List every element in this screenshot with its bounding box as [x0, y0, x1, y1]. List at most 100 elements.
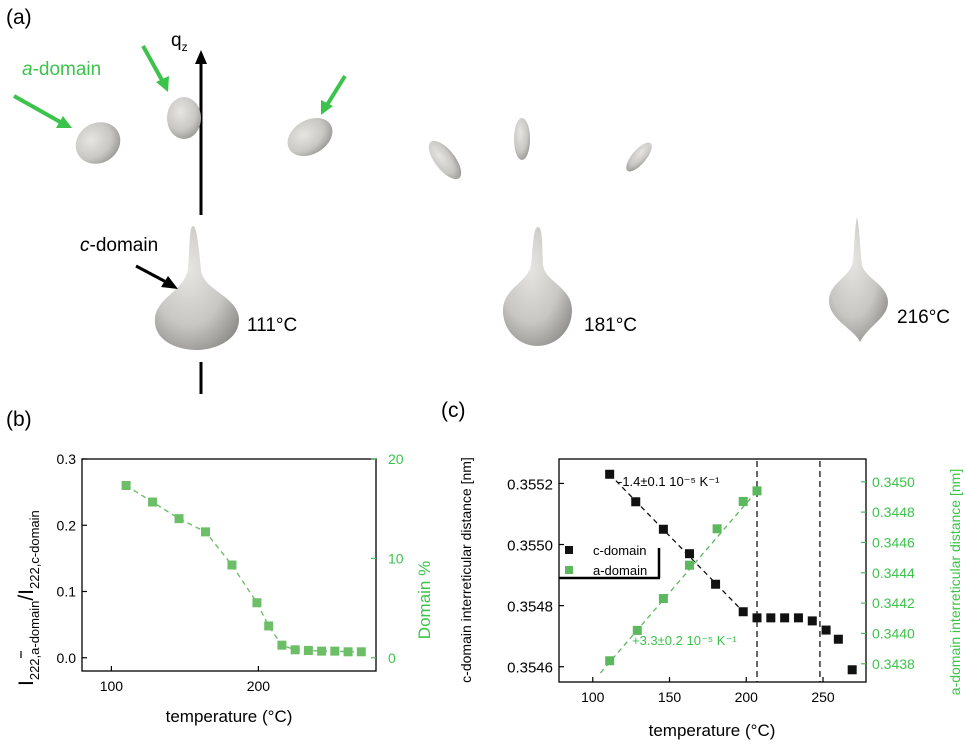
x-tick-label: 150 — [658, 689, 682, 705]
x-tick-label: 100 — [100, 678, 124, 694]
data-point — [317, 646, 327, 656]
c-domain-point — [847, 665, 857, 675]
a-domain-point — [684, 560, 694, 570]
x-tick-label: 100 — [581, 689, 605, 705]
chart-c-vlines — [756, 461, 821, 682]
chart-c-ticks: 100 150 200 250 0.3546 0.3548 0.3550 0.3552 0.34… — [507, 474, 915, 705]
blobs-216 — [828, 217, 888, 342]
c-domain-point — [711, 579, 721, 589]
y-tick-label: 0.3550 — [507, 538, 553, 555]
x-tick-label: 250 — [811, 689, 835, 705]
a-domain-fit — [599, 490, 758, 674]
y-tick-label: 0.3552 — [507, 476, 553, 493]
legend-label-a-domain: a-domain — [593, 563, 647, 578]
panel-b: (b) 100 200 0.0 0.1 0.2 0.3 0 10 20 I222,a-domai… — [6, 408, 434, 726]
chart-b-y2label: Domain % — [415, 561, 434, 639]
c-domain-blob — [502, 227, 572, 346]
a-domain-point — [738, 496, 748, 506]
a-domain-blob — [514, 118, 530, 160]
legend-label-c-domain: c-domain — [593, 543, 646, 558]
chart-c-xlabel: temperature (°C) — [649, 721, 776, 740]
data-point — [343, 647, 353, 657]
panel-c: (c) 100 150 200 250 0.3546 0.3548 0.3550 0.3552… — [441, 399, 963, 740]
a-domain-label: a-domain — [22, 59, 101, 80]
data-point — [277, 640, 287, 650]
qz-arrowhead — [195, 50, 207, 64]
chart-c-ylabel: c-domain interreticular distance [nm] — [458, 457, 474, 683]
c-domain-blob — [154, 226, 240, 350]
c-domain-blob — [828, 217, 888, 342]
y-tick-label: 0.2 — [57, 517, 77, 533]
y2-tick-label: 0.3442 — [872, 595, 915, 611]
data-point — [227, 560, 237, 570]
chart-b-xlabel: temperature (°C) — [166, 707, 293, 726]
blobs-111 — [75, 97, 333, 350]
y2-tick-label: 0.3440 — [872, 625, 915, 641]
temp-label-181: 181°C — [584, 315, 637, 336]
chart-c-y2label: a-domain interreticular distance [nm] — [947, 469, 963, 695]
data-point — [303, 645, 313, 655]
panel-a: (a) qz a-domain c-domain 111°C — [6, 6, 950, 394]
a-domain-point — [658, 594, 668, 604]
y2-tick-label: 10 — [388, 550, 404, 566]
blobs-181 — [428, 118, 652, 346]
chart-c-fits — [599, 473, 758, 674]
chart-b-ylabel: I222,a-domain/I222,c-domain — [15, 510, 42, 686]
data-point — [121, 481, 131, 490]
panel-c-label: (c) — [441, 399, 466, 422]
data-point — [252, 598, 262, 608]
a-domain-point — [605, 656, 615, 666]
data-point — [200, 527, 210, 537]
annotation-a-slope: +3.3±0.2 10⁻⁵ K⁻¹ — [632, 633, 737, 648]
y-tick-label: 0.0 — [57, 650, 77, 666]
data-point — [356, 647, 366, 657]
chart-b-points — [121, 481, 366, 657]
a-domain-blob — [167, 97, 201, 139]
legend-marker-c-domain — [565, 546, 573, 554]
qz-label: qz — [171, 30, 188, 54]
c-domain-point — [766, 613, 776, 623]
c-domain-arrowhead — [161, 276, 178, 289]
chart-b-frame — [81, 458, 377, 672]
a-domain-blob — [428, 140, 462, 180]
chart-b-series — [125, 484, 362, 653]
x-tick-label: 200 — [247, 678, 271, 694]
c-domain-point — [658, 524, 668, 534]
y-tick-label: 0.3546 — [507, 660, 553, 677]
panel-b-label: (b) — [6, 408, 32, 431]
y2-tick-label: 0.3446 — [872, 534, 915, 550]
panel-a-label: (a) — [6, 6, 32, 29]
a-domain-point — [632, 625, 642, 635]
c-domain-point — [738, 607, 748, 617]
a-domain-blob — [287, 118, 333, 156]
c-domain-point — [833, 634, 843, 644]
data-point — [290, 645, 300, 655]
y2-tick-label: 0.3448 — [872, 504, 915, 520]
annotation-c-slope: -1.4±0.1 10⁻⁵ K⁻¹ — [618, 474, 720, 489]
y2-tick-label: 0.3450 — [872, 474, 915, 490]
a-domain-blob — [626, 142, 652, 172]
c-domain-point — [684, 549, 694, 559]
a-domain-blob — [75, 122, 121, 164]
data-point — [264, 621, 274, 631]
x-tick-label: 200 — [735, 689, 759, 705]
a-domain-point — [712, 524, 722, 534]
c-domain-point — [807, 616, 817, 626]
data-point — [148, 497, 158, 507]
c-domain-point — [793, 613, 803, 623]
y2-tick-label: 0.3444 — [872, 565, 915, 581]
temp-label-111: 111°C — [247, 315, 297, 336]
c-domain-label: c-domain — [80, 235, 158, 256]
y-tick-label: 0.3 — [57, 451, 77, 467]
chart-c-points — [605, 469, 857, 675]
a-domain-point — [752, 486, 762, 496]
c-domain-point — [752, 613, 762, 623]
temp-label-216: 216°C — [897, 307, 950, 328]
c-domain-point — [605, 469, 615, 479]
a-domain-arrows — [13, 45, 347, 128]
c-domain-point — [631, 497, 641, 507]
c-domain-arrow — [135, 264, 169, 285]
chart-c-legend: c-domain a-domain — [559, 543, 661, 580]
y2-tick-label: 0.3438 — [872, 656, 915, 672]
